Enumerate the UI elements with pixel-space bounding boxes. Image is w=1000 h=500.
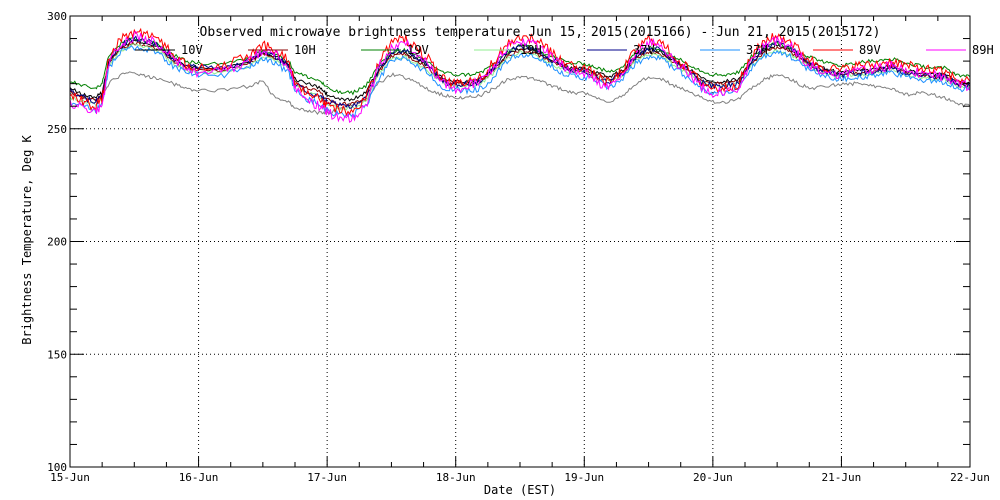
grid [70, 16, 970, 467]
x-tick-label: 22-Jun [950, 471, 990, 484]
legend-label-89h: 89H [972, 43, 994, 57]
x-axis-title: Date (EST) [484, 483, 556, 497]
y-tick-label: 150 [47, 348, 67, 361]
series-lines [69, 27, 971, 124]
chart-title: Observed microwave brightness temperatur… [200, 25, 881, 40]
series-line-gray [69, 71, 971, 115]
legend-label-37v: 37V [633, 43, 655, 57]
legend-label-19v: 19V [407, 43, 429, 57]
x-tick-label: 15-Jun [50, 471, 90, 484]
legend-label-37h: 37H [746, 43, 768, 57]
x-tick-label: 17-Jun [307, 471, 347, 484]
legend: 10V 10H 19V 19H 37V 37H 89V 89H [135, 43, 994, 57]
legend-label-19h: 19H [520, 43, 542, 57]
x-tick-label: 18-Jun [436, 471, 476, 484]
y-axis-title: Brightness Temperature, Deg K [20, 134, 34, 344]
x-tick-label: 20-Jun [693, 471, 733, 484]
legend-label-89v: 89V [859, 43, 881, 57]
y-tick-label: 250 [47, 123, 67, 136]
legend-label-10h: 10H [294, 43, 316, 57]
x-tick-label: 16-Jun [179, 471, 219, 484]
series-line-19v [69, 37, 971, 96]
axis-ticks: 15-Jun 16-Jun 17-Jun 18-Jun 19-Jun 20-Jun 21-J… [47, 10, 990, 484]
series-line-89h [69, 31, 971, 124]
series-line-37v [69, 35, 971, 109]
x-tick-label: 19-Jun [564, 471, 604, 484]
y-tick-label: 100 [47, 461, 67, 474]
y-tick-label: 300 [47, 10, 67, 23]
legend-label-10v: 10V [181, 43, 203, 57]
x-tick-label: 21-Jun [822, 471, 862, 484]
series-line-37h [69, 45, 971, 119]
y-tick-label: 200 [47, 236, 67, 249]
